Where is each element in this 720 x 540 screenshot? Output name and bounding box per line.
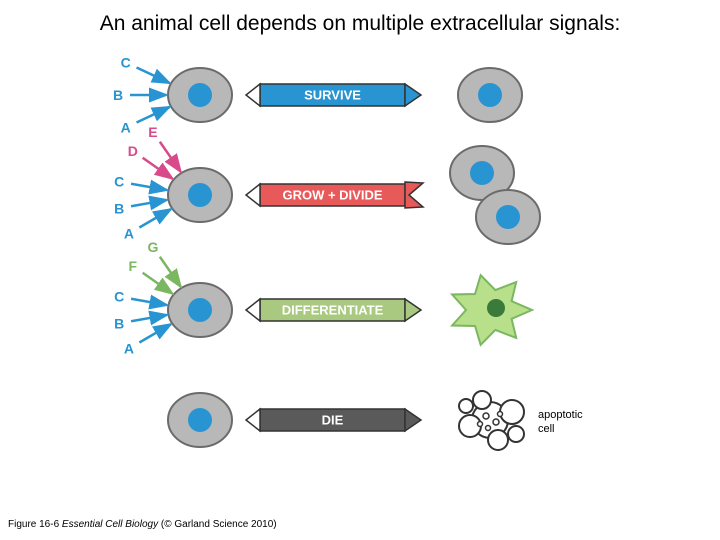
svg-text:DIE: DIE bbox=[322, 413, 344, 428]
svg-text:B: B bbox=[113, 87, 123, 103]
svg-text:A: A bbox=[124, 341, 134, 357]
svg-text:B: B bbox=[114, 315, 124, 331]
svg-text:A: A bbox=[124, 226, 134, 242]
svg-text:C: C bbox=[121, 54, 131, 70]
caption-suffix: (© Garland Science 2010) bbox=[158, 519, 277, 530]
svg-text:B: B bbox=[114, 200, 124, 216]
svg-text:G: G bbox=[148, 239, 159, 255]
svg-text:F: F bbox=[129, 258, 138, 274]
svg-text:apoptotic: apoptotic bbox=[538, 409, 583, 421]
figure-caption: Figure 16-6 Essential Cell Biology (© Ga… bbox=[8, 519, 277, 530]
svg-text:GROW + DIVIDE: GROW + DIVIDE bbox=[282, 188, 382, 203]
caption-book: Essential Cell Biology bbox=[62, 519, 158, 530]
svg-text:C: C bbox=[114, 289, 124, 305]
svg-text:A: A bbox=[121, 120, 131, 136]
svg-text:SURVIVE: SURVIVE bbox=[304, 88, 361, 103]
svg-text:D: D bbox=[128, 143, 138, 159]
svg-text:C: C bbox=[114, 174, 124, 190]
svg-text:cell: cell bbox=[538, 423, 555, 435]
svg-text:E: E bbox=[148, 124, 157, 140]
svg-text:DIFFERENTIATE: DIFFERENTIATE bbox=[282, 303, 384, 318]
page-title: An animal cell depends on multiple extra… bbox=[0, 12, 720, 36]
caption-prefix: Figure 16-6 bbox=[8, 519, 62, 530]
diagram: ABCSURVIVEABCDEGROW + DIVIDEABCFGDIFFERE… bbox=[60, 50, 660, 490]
